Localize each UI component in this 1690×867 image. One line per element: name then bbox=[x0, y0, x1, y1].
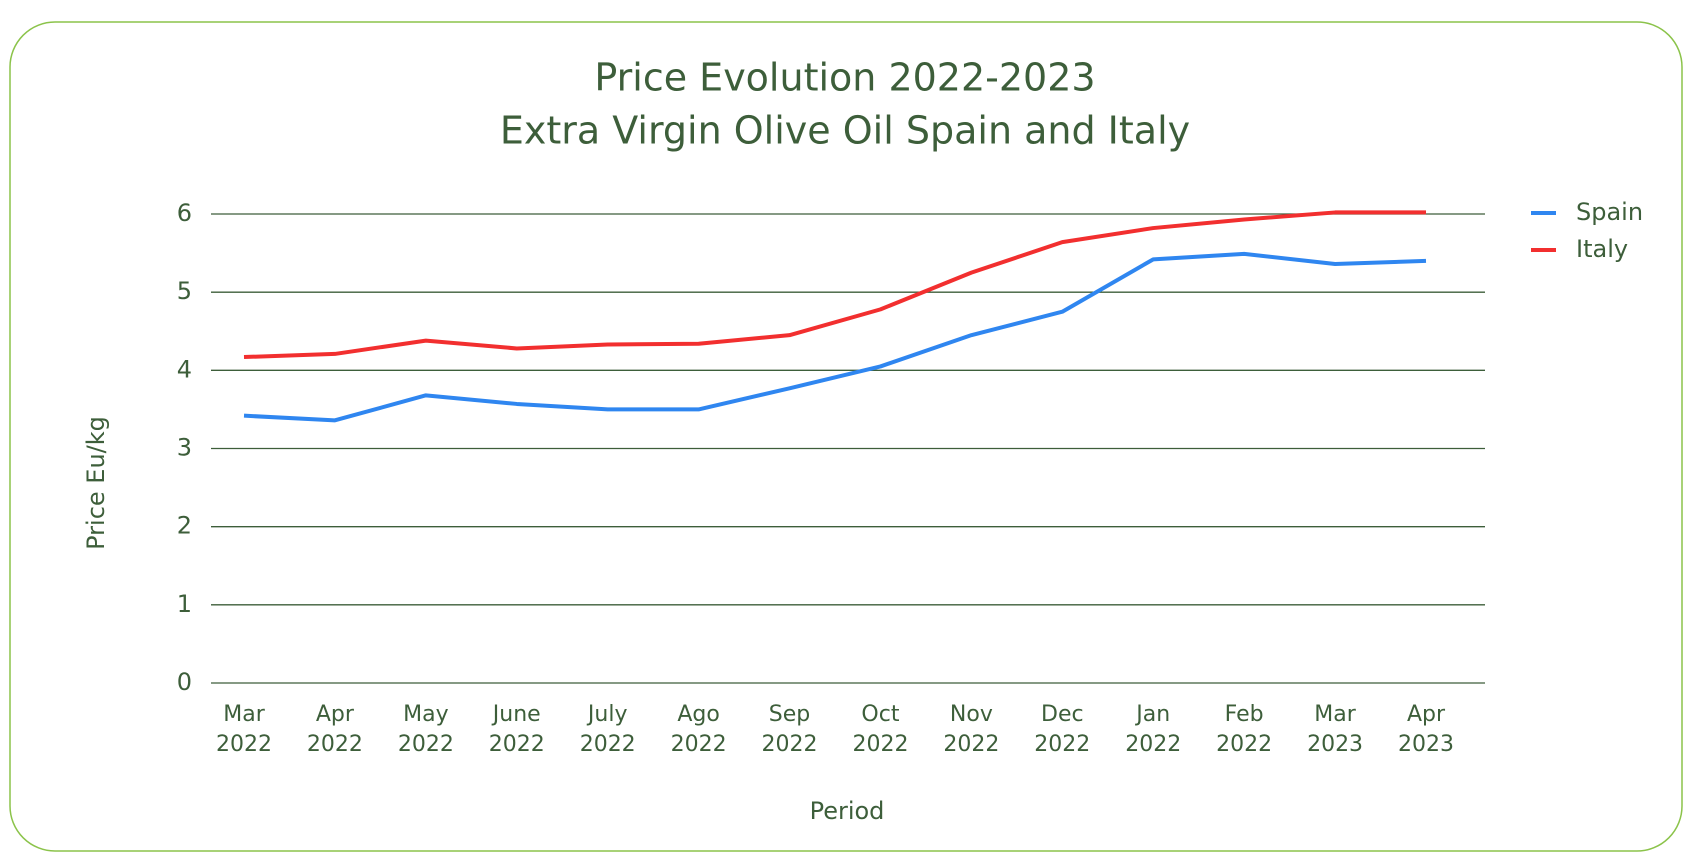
legend-label: Spain bbox=[1576, 198, 1643, 226]
x-axis-label: Period bbox=[810, 797, 885, 825]
y-tick-label: 2 bbox=[177, 512, 192, 540]
y-axis-label: Price Eu/kg bbox=[82, 416, 110, 550]
y-tick-label: 1 bbox=[177, 590, 192, 618]
x-tick-label: Nov 2022 bbox=[943, 702, 1000, 757]
x-tick-label: Sep 2022 bbox=[761, 702, 818, 757]
x-tick-label: Mar 2022 bbox=[216, 702, 273, 757]
y-tick-label: 4 bbox=[177, 355, 192, 383]
chart-title: Price Evolution 2022-2023 bbox=[594, 56, 1095, 100]
legend-label: Italy bbox=[1576, 235, 1628, 263]
x-tick-label: Feb 2022 bbox=[1216, 702, 1273, 757]
x-tick-label: Ago 2022 bbox=[670, 702, 727, 757]
x-tick-label: July 2022 bbox=[579, 702, 636, 757]
y-tick-label: 0 bbox=[177, 668, 192, 696]
x-tick-label: May 2022 bbox=[397, 702, 454, 757]
y-tick-label: 3 bbox=[177, 434, 192, 462]
x-tick-label: Mar 2023 bbox=[1307, 702, 1364, 757]
x-tick-label: Dec 2022 bbox=[1034, 702, 1091, 757]
x-tick-label: Apr 2022 bbox=[306, 702, 363, 757]
chart-subtitle: Extra Virgin Olive Oil Spain and Italy bbox=[500, 109, 1190, 153]
x-tick-label: Oct 2022 bbox=[852, 702, 909, 757]
y-tick-label: 5 bbox=[177, 277, 192, 305]
card-border bbox=[9, 21, 1683, 852]
x-tick-label: June 2022 bbox=[488, 702, 545, 757]
x-tick-label: Jan 2022 bbox=[1125, 702, 1182, 757]
series-line bbox=[243, 251, 1427, 423]
series-line bbox=[243, 210, 1426, 360]
y-tick-label: 6 bbox=[177, 199, 192, 227]
x-tick-label: Apr 2023 bbox=[1398, 702, 1455, 757]
